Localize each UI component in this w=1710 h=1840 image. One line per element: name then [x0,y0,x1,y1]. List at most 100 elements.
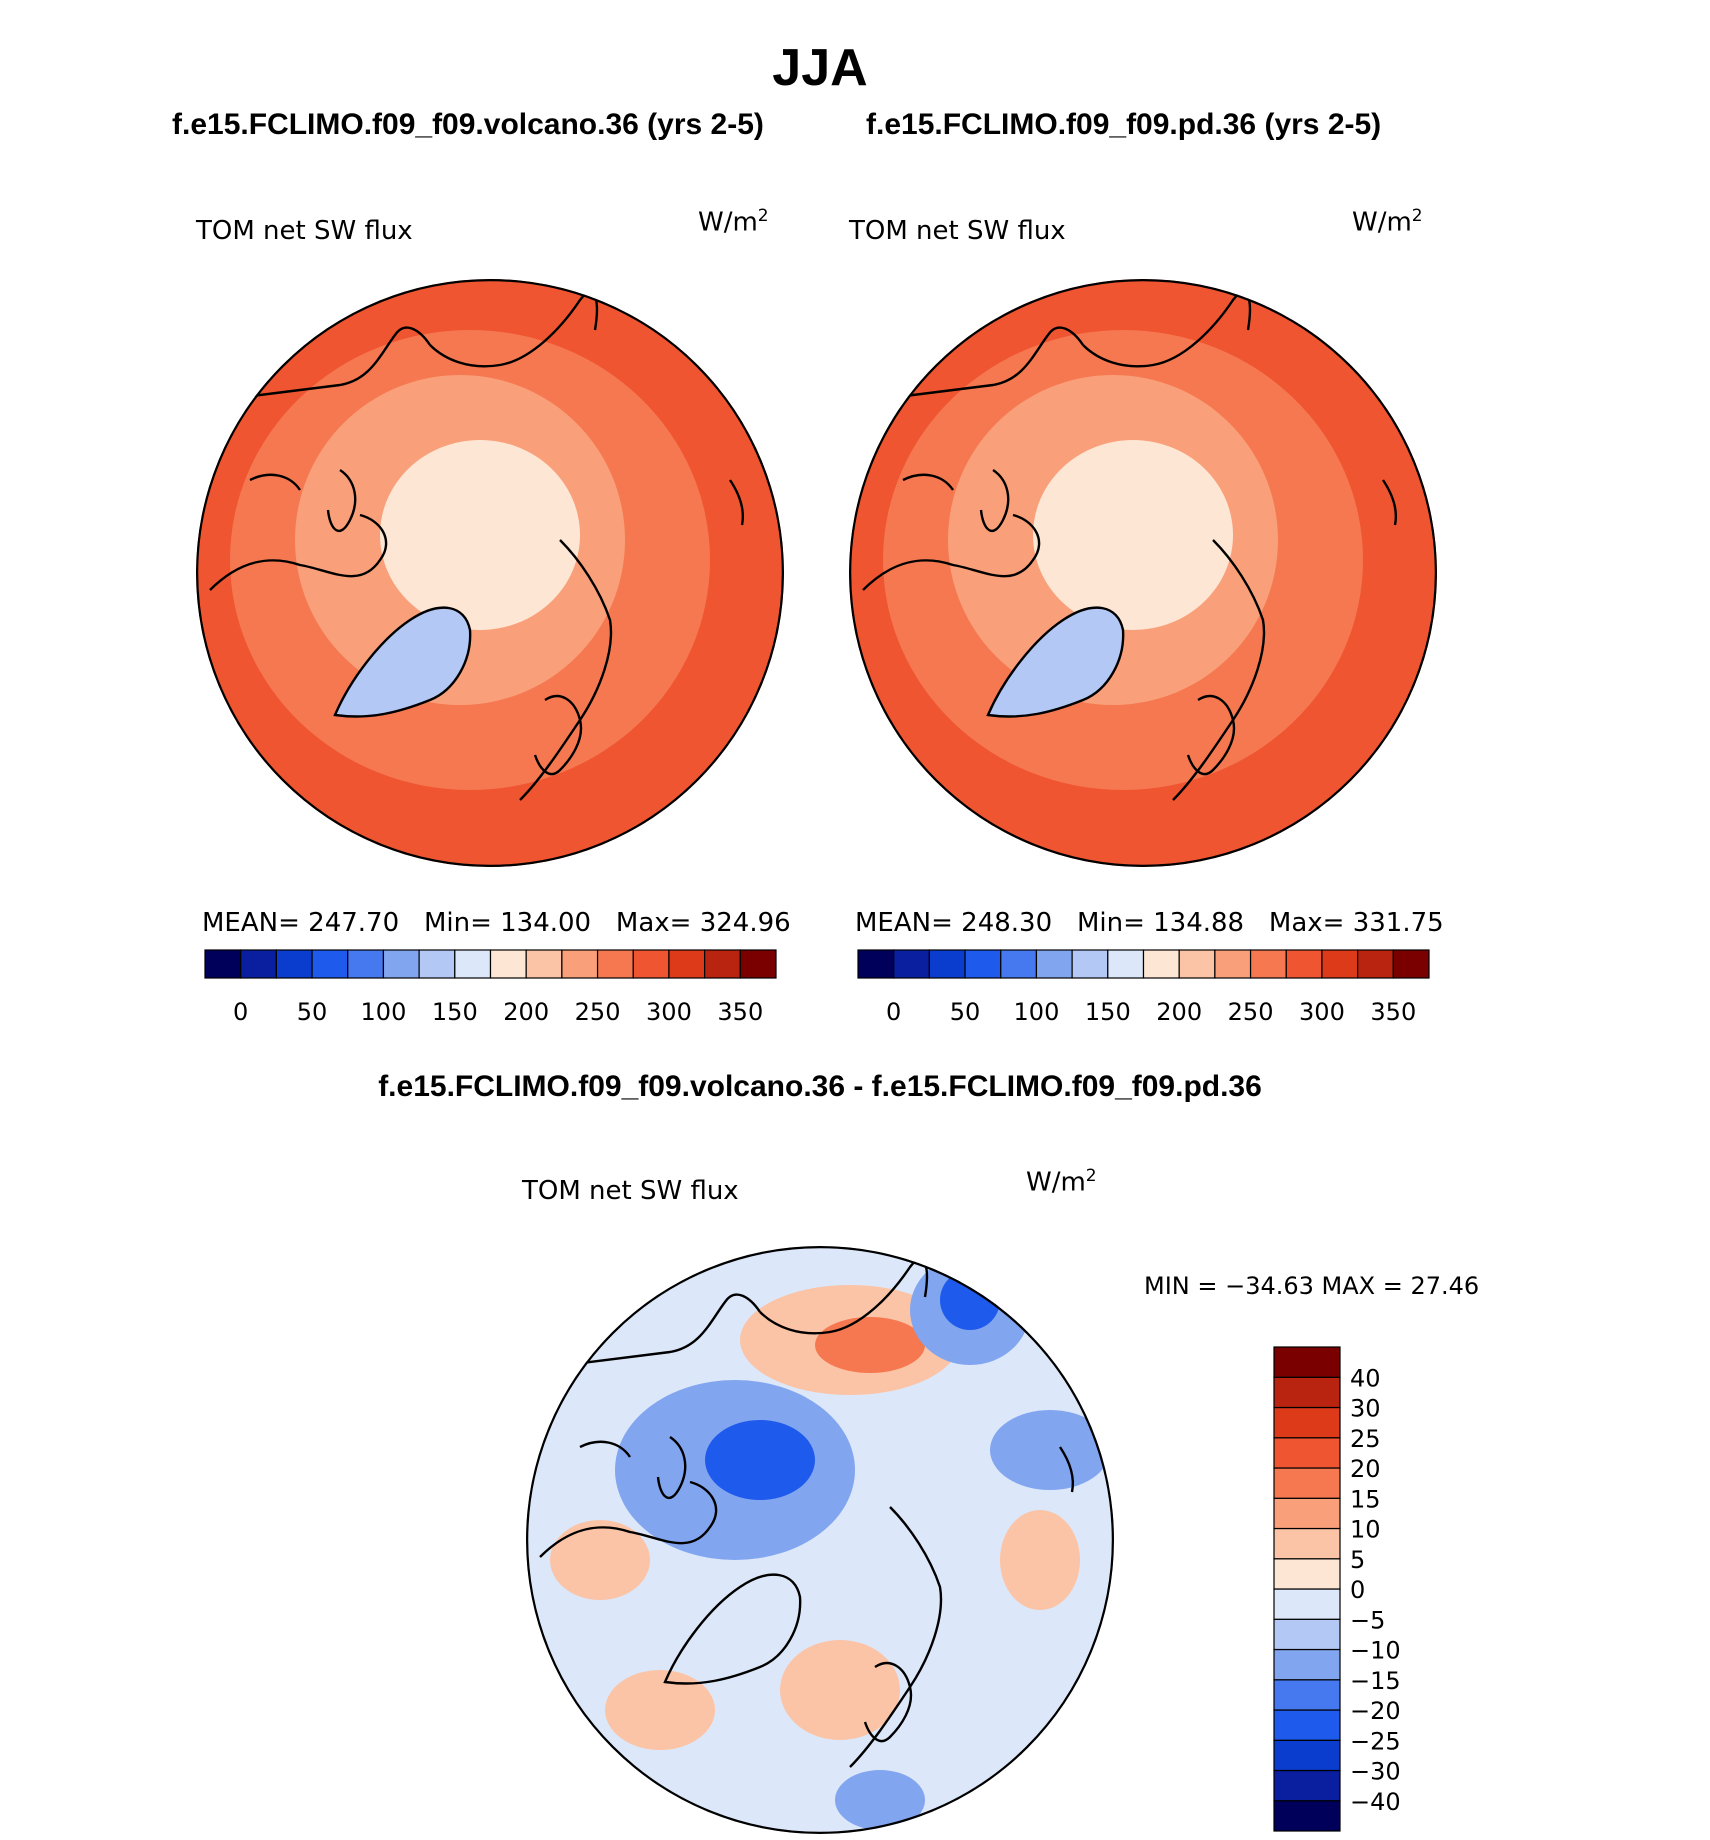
colorbar-tick-label: −5 [1350,1606,1385,1634]
panel2-max-label: Max= [1268,908,1345,938]
colorbar-box [1357,949,1394,979]
coastlines [539,1258,1074,1768]
greenland-field [988,607,1124,717]
colorbar-box [347,949,385,979]
panel1-stats: MEAN= 247.70 Min= 134.00 Max= 324.96 [202,908,791,938]
colorbar-box [1273,1588,1341,1620]
colorbar-tick-label: 0 [233,998,248,1026]
map3-boundary [526,1246,1114,1834]
colorbar-box [964,949,1002,979]
panel1-units: W/m2 [698,206,769,238]
colorbar-tick-label: 50 [297,998,328,1026]
colorbar-box [1000,949,1038,979]
map-pd [849,279,1437,867]
colorbar-tick-label: 0 [886,998,901,1026]
colorbar-box [311,949,349,979]
colorbar-box [1273,1800,1341,1832]
colorbar-panel1: 0 50 100 150 200 250 300 350 [204,949,777,1026]
colorbar-box [1273,1679,1341,1711]
colorbar-box [1285,949,1323,979]
diff-positive-patch [550,1520,650,1600]
colorbar-box [1273,1467,1341,1499]
colorbar-box [1273,1346,1341,1378]
colorbar-tick-label: −20 [1350,1697,1401,1725]
colorbar-box [382,949,420,979]
colorbar-tick-label: 30 [1350,1395,1381,1423]
colorbar-box [561,949,599,979]
colorbar-box [1142,949,1180,979]
colorbar-tick-label: 25 [1350,1425,1381,1453]
panel2-min-label: Min= [1076,908,1145,938]
colorbar-tick-label: 250 [1228,998,1274,1026]
colorbar-box [1035,949,1073,979]
panel2-stats: MEAN= 248.30 Min= 134.88 Max= 331.75 [855,908,1444,938]
panel1-max-label: Max= [615,908,692,938]
colorbar-panel2: 0 50 100 150 200 250 300 350 [857,949,1430,1026]
colorbar-box [1273,1497,1341,1530]
colorbar-box [1321,949,1359,979]
panel1-mean-value: 247.70 [308,908,400,938]
colorbar-box [454,949,492,979]
colorbar-tick-label: 10 [1350,1516,1381,1544]
colorbar-tick-label: −30 [1350,1758,1401,1786]
colorbar-box [1107,949,1145,979]
map-difference [526,1246,1114,1834]
colorbar-tick-label: 100 [1014,998,1060,1026]
colorbar-tick-label: 5 [1350,1546,1365,1574]
colorbar-box [1273,1648,1341,1681]
panel2-max-value: 331.75 [1352,908,1444,938]
colorbar-box [1392,949,1430,979]
diff-minmax: MIN = −34.63 MAX = 27.46 [1144,1272,1480,1300]
colorbar-box [1214,949,1252,979]
panel2-variable: TOM net SW flux [849,216,1066,246]
diff-units: W/m2 [1026,1166,1097,1198]
colorbar-box [1273,1709,1341,1741]
colorbar-tick-label: 150 [1085,998,1131,1026]
colorbar-tick-label: 200 [503,998,549,1026]
colorbar-tick-label: 250 [575,998,621,1026]
colorbar-box [1249,949,1287,979]
colorbar-box [1273,1739,1341,1772]
diff-variable: TOM net SW flux [522,1176,739,1206]
diff-title: f.e15.FCLIMO.f09_f09.volcano.36 - f.e15.… [378,1070,1262,1103]
colorbar-box [1273,1376,1341,1409]
colorbar-tick-label: 20 [1350,1455,1381,1483]
colorbar-tick-label: −40 [1350,1788,1401,1816]
colorbar-box [489,949,527,979]
panel2-min-value: 134.88 [1153,908,1245,938]
colorbar-tick-label: 350 [1370,998,1416,1026]
colorbar-tick-label: 100 [361,998,407,1026]
colorbar-box [857,949,895,979]
colorbar-tick-label: −15 [1350,1667,1401,1695]
field-pole [380,440,580,630]
colorbar-tick-label: 300 [1299,998,1345,1026]
colorbar-box [204,949,242,979]
panel1-min-label: Min= [423,908,492,938]
colorbar-box [1273,1406,1341,1439]
map2-boundary [849,279,1437,867]
colorbar-tick-label: −10 [1350,1637,1401,1665]
colorbar-tick-label: 200 [1156,998,1202,1026]
colorbar-box [240,949,277,979]
colorbar-box [1273,1527,1341,1560]
panel1-min-value: 134.00 [500,908,592,938]
panel2-case-title: f.e15.FCLIMO.f09_f09.pd.36 (yrs 2-5) [866,108,1382,141]
panel2-mean-label: MEAN= [855,908,953,938]
diff-negative-patch [990,1410,1110,1490]
colorbar-tick-label: 50 [950,998,981,1026]
colorbar-box [1273,1558,1341,1590]
figure-title: JJA [772,39,868,97]
colorbar-tick-label: 0 [1350,1576,1365,1604]
colorbar-box [418,949,456,979]
diff-negative-patch [940,1270,1000,1330]
colorbar-box [275,949,313,979]
diff-positive-patch [605,1670,715,1750]
diff-negative-patch [835,1770,925,1830]
colorbar-box [525,949,563,979]
colorbar-box [1273,1769,1341,1802]
panel1-variable: TOM net SW flux [196,216,413,246]
panel2-mean-value: 248.30 [961,908,1053,938]
colorbar-tick-label: 15 [1350,1485,1381,1513]
